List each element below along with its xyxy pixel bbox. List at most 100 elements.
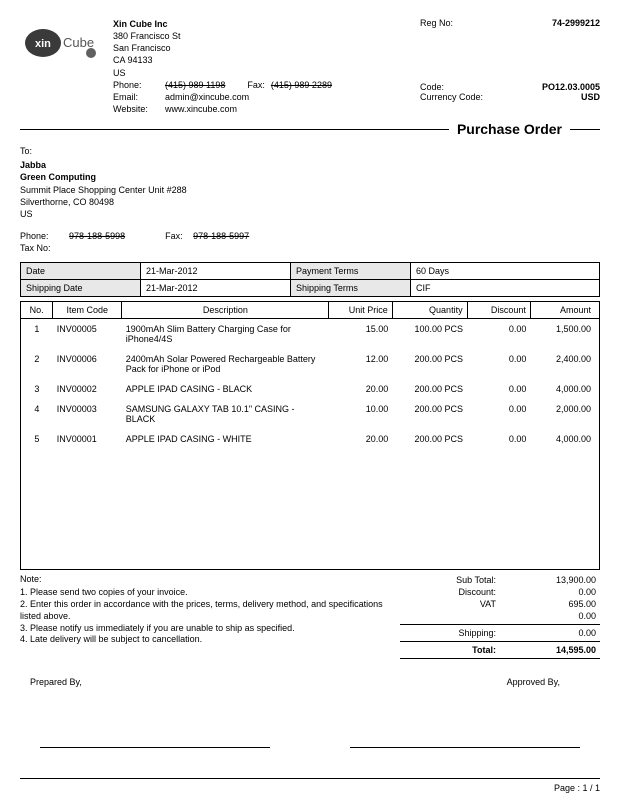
cell-disc: 0.00 [467, 379, 530, 399]
cell-desc: SAMSUNG GALAXY TAB 10.1" CASING - BLACK [122, 399, 329, 429]
total-label: Total: [400, 645, 526, 655]
cell-code: INV00001 [53, 429, 122, 449]
code-value: PO12.03.0005 [542, 82, 600, 92]
cell-disc: 0.00 [467, 319, 530, 350]
company-country: US [113, 67, 412, 79]
cell-no: 1 [21, 319, 53, 350]
cell-desc: APPLE IPAD CASING - WHITE [122, 429, 329, 449]
totals-block: Sub Total:13,900.00 Discount:0.00 VAT695… [400, 574, 600, 661]
meta-table: Date 21-Mar-2012 Payment Terms 60 Days S… [20, 262, 600, 297]
to-taxno-label: Tax No: [20, 242, 600, 254]
table-row: 2INV000062400mAh Solar Powered Rechargea… [21, 349, 600, 379]
table-row: 1INV000051900mAh Slim Battery Charging C… [21, 319, 600, 350]
meta-shipterms-value: CIF [411, 280, 600, 297]
discount-label: Discount: [400, 587, 526, 597]
code-label: Code: [420, 82, 444, 92]
svg-text:xin: xin [35, 38, 51, 50]
cell-price: 20.00 [329, 429, 392, 449]
meta-payment-value: 60 Days [411, 263, 600, 280]
cell-disc: 0.00 [467, 429, 530, 449]
cell-amt: 1,500.00 [530, 319, 599, 350]
th-price: Unit Price [329, 302, 392, 319]
reg-label: Reg No: [420, 18, 453, 28]
table-row: 5INV00001APPLE IPAD CASING - WHITE20.002… [21, 429, 600, 449]
cell-qty: 200.00 PCS [392, 349, 467, 379]
blank-label [400, 611, 526, 621]
approved-by-line [350, 747, 580, 748]
cell-no: 5 [21, 429, 53, 449]
recipient-block: To: Jabba Green Computing Summit Place S… [20, 145, 600, 254]
meta-shipterms-label: Shipping Terms [291, 280, 411, 297]
company-addr1: 380 Francisco St [113, 30, 412, 42]
currency-value: USD [581, 92, 600, 102]
shipping-label: Shipping: [400, 628, 526, 638]
cell-amt: 2,000.00 [530, 399, 599, 429]
to-addr2: Silverthorne, CO 80498 [20, 196, 600, 208]
meta-ship-label: Shipping Date [21, 280, 141, 297]
total-value: 14,595.00 [526, 645, 596, 655]
company-fax: (415) 989 2289 [271, 79, 332, 91]
signature-row: Prepared By, Approved By, [20, 677, 600, 687]
note-4: 4. Late delivery will be subject to canc… [20, 634, 390, 646]
th-disc: Discount [467, 302, 530, 319]
cell-amt: 4,000.00 [530, 429, 599, 449]
to-label: To: [20, 145, 600, 157]
cell-code: INV00005 [53, 319, 122, 350]
table-row: 4INV00003SAMSUNG GALAXY TAB 10.1" CASING… [21, 399, 600, 429]
to-company: Green Computing [20, 171, 600, 183]
subtotal-label: Sub Total: [400, 575, 526, 585]
cell-desc: APPLE IPAD CASING - BLACK [122, 379, 329, 399]
document-title-bar: Purchase Order [20, 121, 600, 137]
blank-value: 0.00 [526, 611, 596, 621]
cell-no: 3 [21, 379, 53, 399]
cell-desc: 1900mAh Slim Battery Charging Case for i… [122, 319, 329, 350]
reg-value: 74-2999212 [552, 18, 600, 28]
prepared-by-label: Prepared By, [30, 677, 82, 687]
notes-title: Note: [20, 574, 390, 586]
bottom-section: Note: 1. Please send two copies of your … [20, 574, 600, 661]
cell-qty: 100.00 PCS [392, 319, 467, 350]
meta-date-value: 21-Mar-2012 [141, 263, 291, 280]
note-2: 2. Enter this order in accordance with t… [20, 599, 390, 622]
meta-date-label: Date [21, 263, 141, 280]
to-fax: 978-188-5997 [193, 231, 249, 241]
company-website: www.xincube.com [165, 103, 237, 115]
company-phone: (415) 989 1198 [165, 79, 225, 91]
cell-qty: 200.00 PCS [392, 379, 467, 399]
cell-amt: 4,000.00 [530, 379, 599, 399]
th-qty: Quantity [392, 302, 467, 319]
prepared-by-line [40, 747, 270, 748]
to-addr1: Summit Place Shopping Center Unit #288 [20, 184, 600, 196]
cell-price: 10.00 [329, 399, 392, 429]
meta-ship-value: 21-Mar-2012 [141, 280, 291, 297]
header-right: Reg No: 74-2999212 Code: PO12.03.0005 Cu… [420, 18, 600, 115]
company-info: Xin Cube Inc 380 Francisco St San Franci… [113, 18, 412, 115]
meta-payment-label: Payment Terms [291, 263, 411, 280]
to-phone: 978-188-5998 [69, 231, 125, 241]
company-city: San Francisco [113, 42, 412, 54]
table-spacer [21, 449, 600, 569]
cell-qty: 200.00 PCS [392, 429, 467, 449]
phone-label: Phone: [113, 79, 159, 91]
currency-label: Currency Code: [420, 92, 483, 102]
cell-disc: 0.00 [467, 349, 530, 379]
to-phone-label: Phone: [20, 231, 49, 241]
email-label: Email: [113, 91, 159, 103]
cell-disc: 0.00 [467, 399, 530, 429]
cell-code: INV00002 [53, 379, 122, 399]
note-3: 3. Please notify us immediately if you a… [20, 623, 390, 635]
notes-block: Note: 1. Please send two copies of your … [20, 574, 390, 661]
website-label: Website: [113, 103, 159, 115]
th-amt: Amount [530, 302, 599, 319]
th-no: No. [21, 302, 53, 319]
subtotal-value: 13,900.00 [526, 575, 596, 585]
signature-lines [20, 747, 600, 748]
vat-value: 695.00 [526, 599, 596, 609]
cell-qty: 200.00 PCS [392, 399, 467, 429]
to-country: US [20, 208, 600, 220]
document-title: Purchase Order [449, 121, 570, 137]
discount-value: 0.00 [526, 587, 596, 597]
to-name: Jabba [20, 159, 600, 171]
company-logo: xin Cube [20, 18, 105, 68]
document-header: xin Cube Xin Cube Inc 380 Francisco St S… [20, 18, 600, 115]
